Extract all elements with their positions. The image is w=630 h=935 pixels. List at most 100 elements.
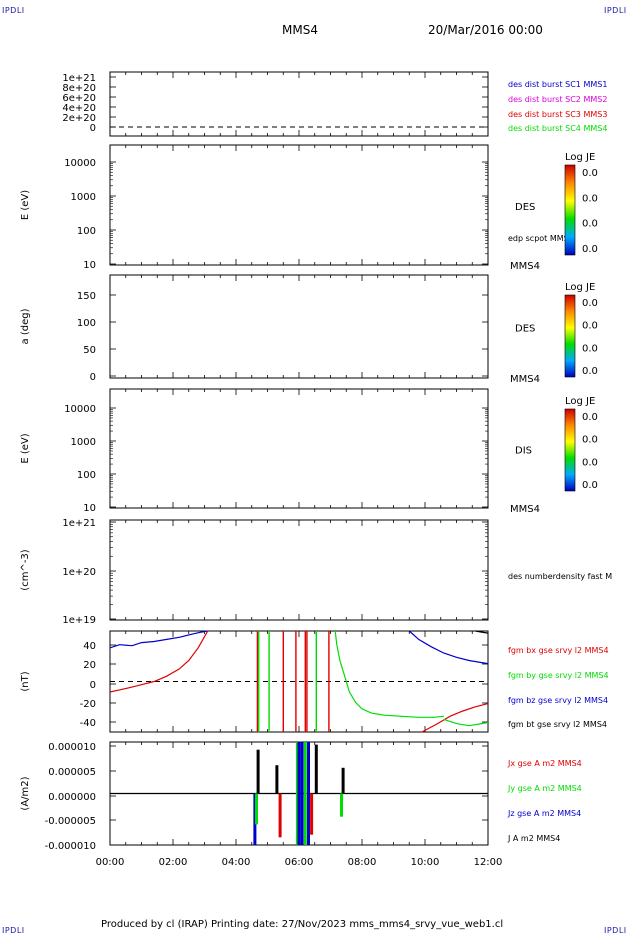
y-tick-label: 0.000005 [48, 767, 96, 778]
y-tick-label: 6e+20 [62, 93, 96, 104]
panel-frame [109, 388, 489, 509]
colorbar-tick-label: 0.0 [582, 298, 598, 309]
y-tick-label: -40 [80, 718, 96, 729]
y-tick-label: 150 [77, 291, 96, 302]
y-tick-label: 100 [77, 470, 96, 481]
colorbar-tick-label: 0.0 [582, 343, 598, 354]
data-series [443, 718, 489, 727]
instrument-label: DIS [515, 446, 532, 457]
overlay-label: edp scpot MMS4 [508, 234, 574, 243]
legend-entry: fgm by gse srvy l2 MMS4 [508, 671, 609, 680]
y-tick-label: 10 [83, 260, 96, 271]
spacecraft-sublabel: MMS4 [510, 374, 540, 385]
colorbar-tick-label: 0.0 [582, 366, 598, 377]
legend-entry: fgm bx gse srvy l2 MMS4 [508, 646, 609, 655]
legend-entry: des dist burst SC4 MMS4 [508, 124, 607, 133]
panel-frame [109, 274, 489, 379]
y-tick-label: 50 [83, 345, 96, 356]
legend-entry: Jy gse A m2 MMS4 [507, 784, 582, 793]
data-series [109, 630, 208, 649]
y-tick-label: 2e+20 [62, 113, 96, 124]
colorbar-tick-label: 0.0 [582, 168, 598, 179]
colorbar-tick-label: 0.0 [582, 321, 598, 332]
spacecraft-sublabel: MMS4 [510, 504, 540, 515]
legend-entry: des dist burst SC1 MMS1 [508, 80, 607, 89]
colorbar-tick-label: 0.0 [582, 193, 598, 204]
corner-label-top-right: IPDLI [604, 6, 627, 15]
y-axis-label: (nT) [20, 671, 31, 691]
colorbar-tick-label: 0.0 [582, 412, 598, 423]
legend-entry: des dist burst SC2 MMS2 [508, 95, 607, 104]
y-axis-label: a (deg) [20, 308, 31, 344]
data-series [109, 630, 209, 693]
spacecraft-title: MMS4 [282, 23, 318, 37]
x-tick-label: 02:00 [159, 857, 188, 868]
spacecraft-sublabel: MMS4 [510, 261, 540, 272]
legend-entry: J A m2 MMS4 [507, 834, 560, 843]
legend-entry: Jx gse A m2 MMS4 [507, 759, 582, 768]
colorbar-title: Log JE [565, 152, 595, 163]
y-tick-label: 8e+20 [62, 83, 96, 94]
x-tick-label: 04:00 [222, 857, 251, 868]
y-tick-label: 100 [77, 318, 96, 329]
y-tick-label: 4e+20 [62, 103, 96, 114]
colorbar [564, 164, 576, 256]
y-tick-label: 0.000000 [48, 792, 96, 803]
panel-frame [109, 519, 489, 621]
y-tick-label: -0.000005 [45, 816, 96, 827]
colorbar [564, 408, 576, 492]
instrument-label: DES [515, 202, 535, 213]
colorbar [564, 294, 576, 378]
legend-entry: des dist burst SC3 MMS3 [508, 110, 607, 119]
legend-entry: Jz gse A m2 MMS4 [507, 809, 581, 818]
y-tick-label: 10 [83, 503, 96, 514]
y-tick-label: 0 [90, 680, 96, 691]
y-tick-label: 10000 [64, 158, 96, 169]
legend-entry: des numberdensity fast M [508, 572, 612, 581]
y-axis-label: E (eV) [20, 433, 31, 463]
colorbar-tick-label: 0.0 [582, 244, 598, 255]
y-tick-label: -0.000010 [45, 841, 96, 852]
panel-frame [109, 71, 489, 137]
y-tick-label: 1e+19 [62, 615, 96, 626]
x-tick-label: 10:00 [411, 857, 440, 868]
y-tick-label: 1e+21 [62, 73, 96, 84]
colorbar-tick-label: 0.0 [582, 457, 598, 468]
y-tick-label: 1000 [71, 192, 96, 203]
panel-frame [109, 144, 489, 266]
x-tick-label: 06:00 [285, 857, 314, 868]
instrument-label: DES [515, 324, 535, 335]
y-tick-label: -20 [80, 699, 96, 710]
colorbar-tick-label: 0.0 [582, 435, 598, 446]
y-axis-label: E (eV) [20, 190, 31, 220]
colorbar-title: Log JE [565, 282, 595, 293]
y-tick-label: 1e+21 [62, 518, 96, 529]
colorbar-title: Log JE [565, 396, 595, 407]
legend-entry: fgm bz gse srvy l2 MMS4 [508, 696, 608, 705]
y-tick-label: 0 [90, 123, 96, 134]
plot-date: 20/Mar/2016 00:00 [428, 23, 543, 37]
colorbar-tick-label: 0.0 [582, 219, 598, 230]
y-tick-label: 0.000010 [48, 742, 96, 753]
y-tick-label: 100 [77, 226, 96, 237]
x-tick-label: 12:00 [474, 857, 503, 868]
corner-label-bottom-right: IPDLI [604, 926, 627, 935]
data-series [421, 703, 489, 733]
y-tick-label: 40 [83, 641, 96, 652]
y-tick-label: 20 [83, 660, 96, 671]
corner-label-bottom-left: IPDLI [2, 926, 25, 935]
colorbar-tick-label: 0.0 [582, 480, 598, 491]
corner-label-top-left: IPDLI [2, 6, 25, 15]
y-axis-label: (A/m2) [20, 776, 31, 810]
x-tick-label: 08:00 [348, 857, 377, 868]
legend-entry: fgm bt gse srvy l2 MMS4 [508, 720, 607, 729]
y-tick-label: 0 [90, 372, 96, 383]
y-tick-label: 1e+20 [62, 567, 96, 578]
footer-credit: Produced by cl (IRAP) Printing date: 27/… [101, 919, 504, 930]
y-tick-label: 10000 [64, 404, 96, 415]
data-series [475, 630, 489, 634]
data-series [408, 630, 489, 665]
data-series [334, 630, 444, 718]
x-tick-label: 00:00 [96, 857, 125, 868]
